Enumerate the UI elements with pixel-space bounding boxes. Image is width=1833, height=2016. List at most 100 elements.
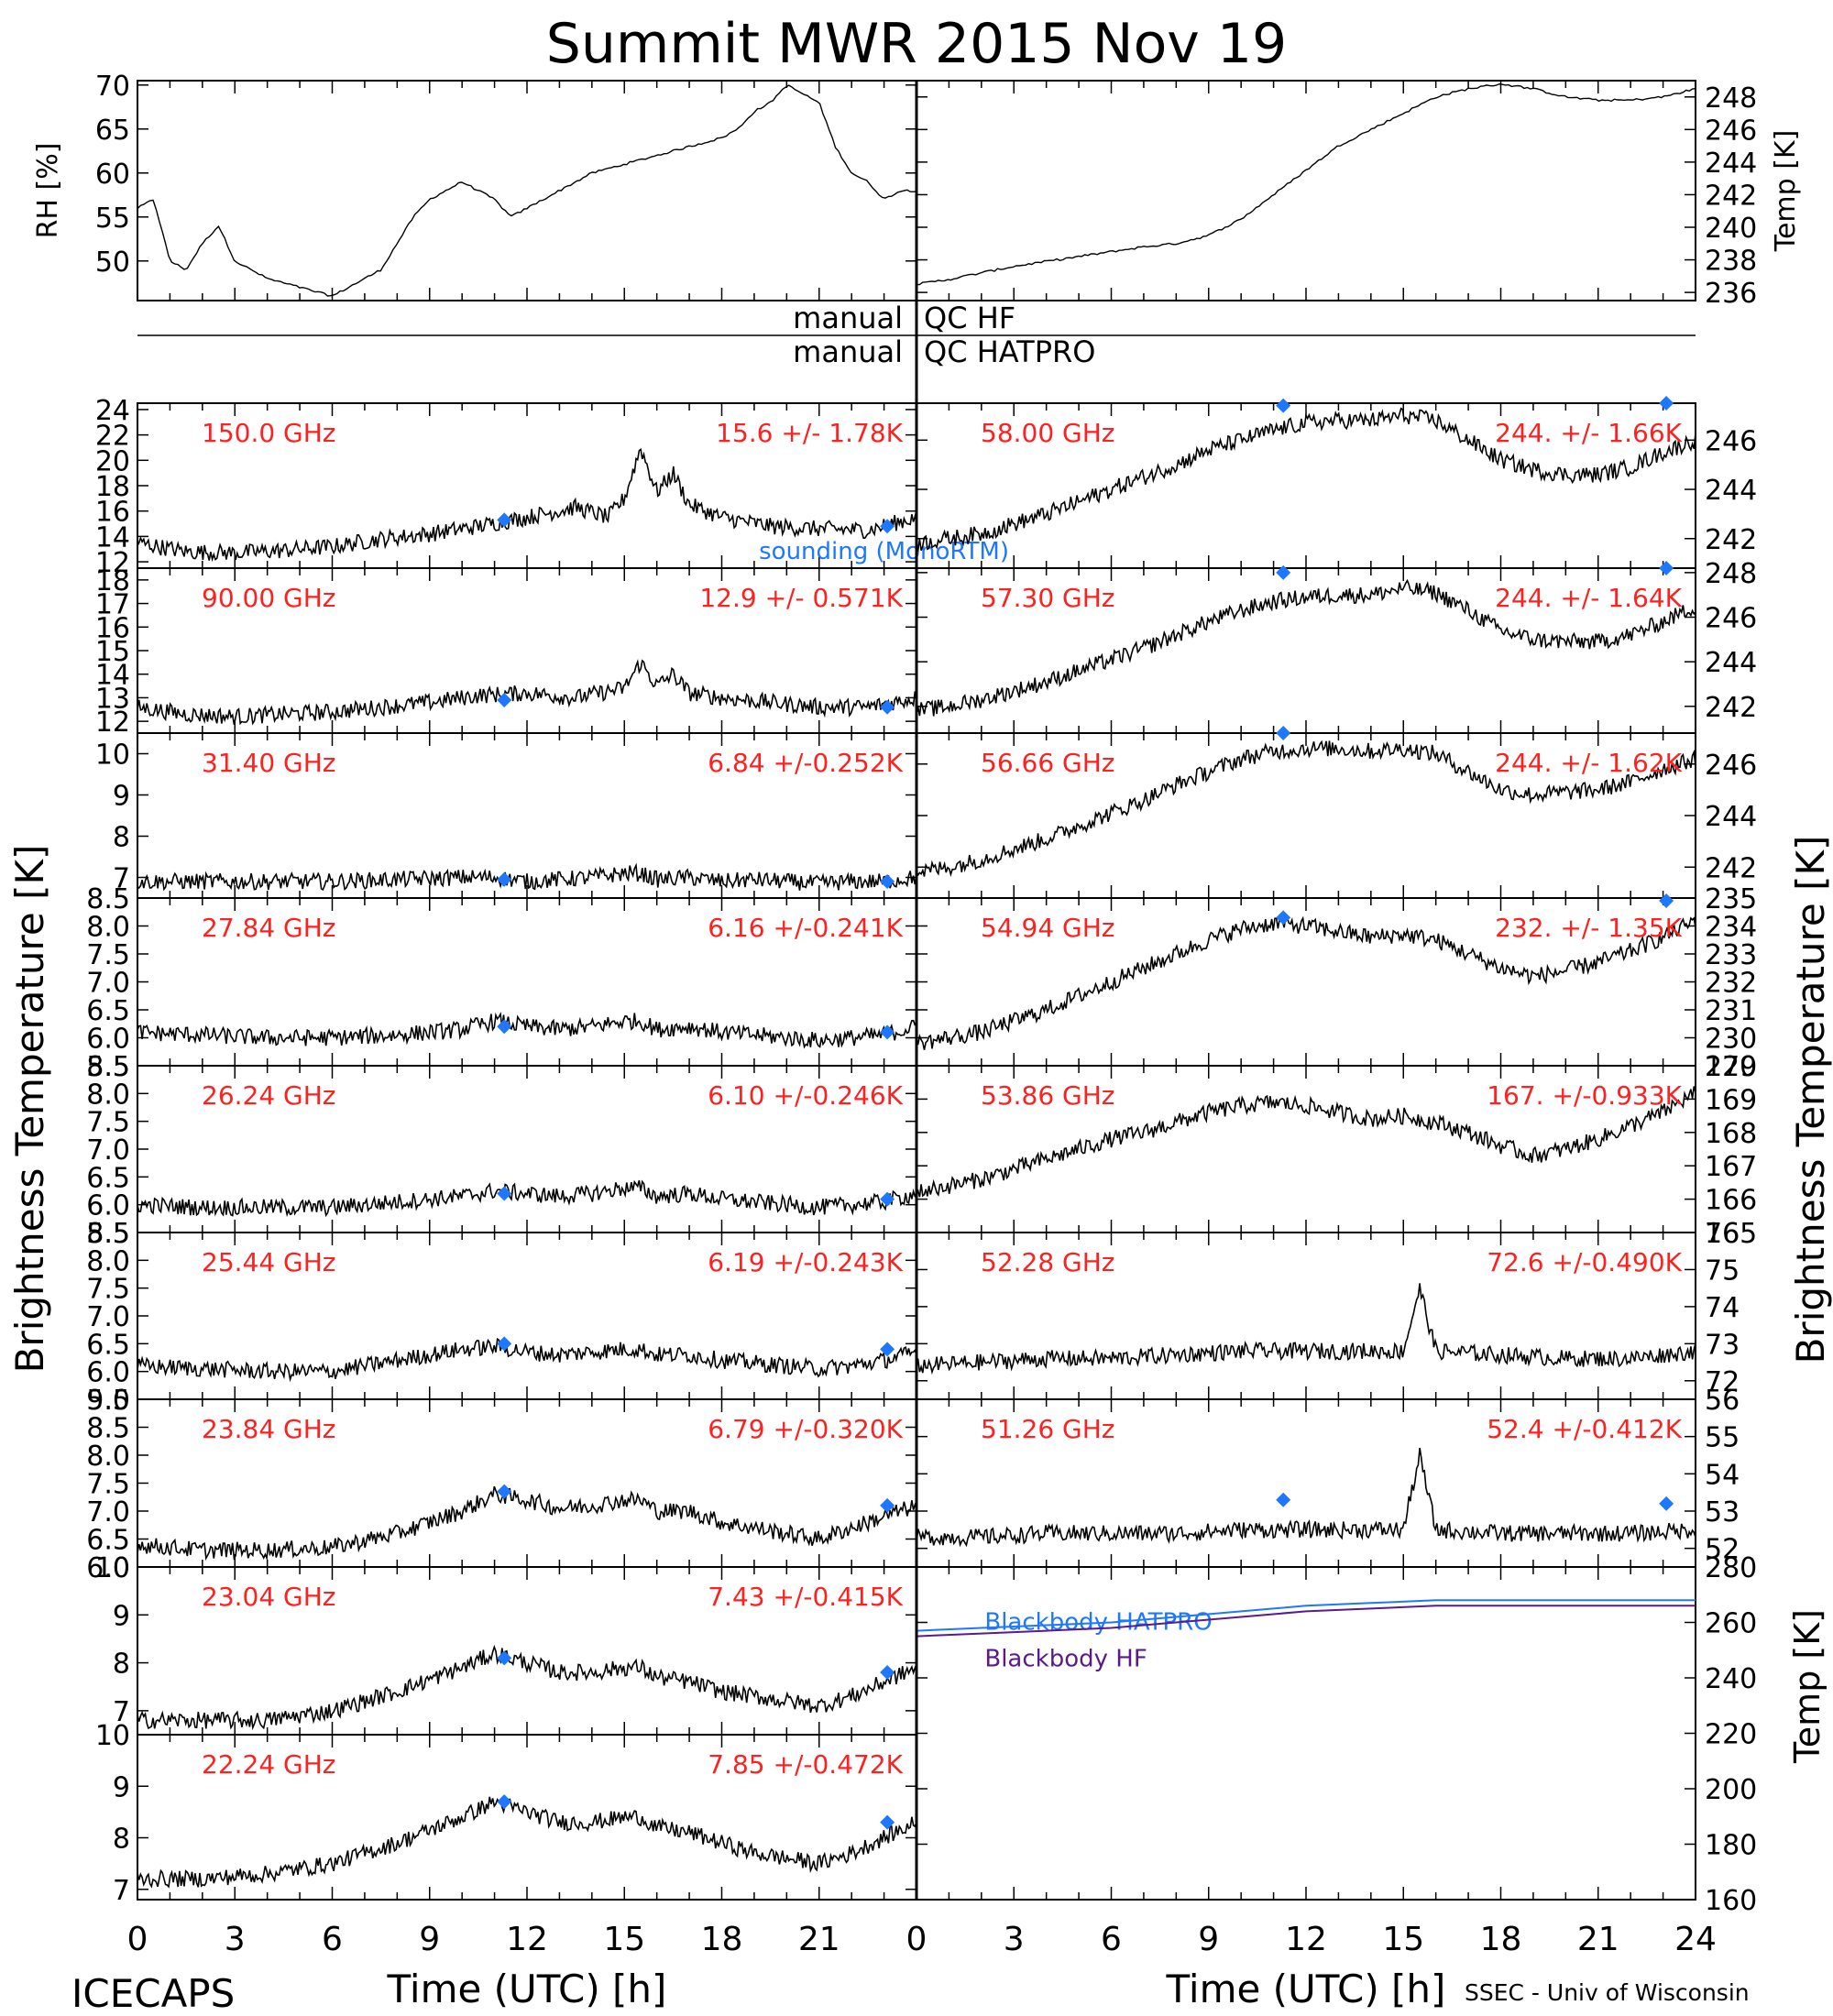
- sounding-marker: [880, 1191, 895, 1207]
- y-tick-label: 244: [1705, 647, 1757, 679]
- y-tick-label: 242: [1705, 524, 1757, 556]
- x-tick-label-right: 12: [1285, 1921, 1327, 1958]
- sounding-marker: [880, 1024, 895, 1040]
- y-tick-label: 166: [1705, 1185, 1757, 1217]
- panel-frame: [916, 80, 1696, 301]
- y-tick-label: 246: [1705, 115, 1757, 147]
- frequency-label: 22.24 GHz: [202, 1749, 336, 1780]
- y-tick-label: 6.0: [86, 1024, 130, 1056]
- sounding-marker: [497, 1019, 512, 1035]
- frequency-label: 31.40 GHz: [202, 748, 336, 778]
- y-tick-label: 246: [1705, 603, 1757, 635]
- y-tick-label: 5.5: [86, 1218, 130, 1250]
- y-tick-label: 167: [1705, 1151, 1757, 1183]
- y-tick-label: 8.0: [86, 912, 130, 944]
- x-axis-label-left: Time (UTC) [h]: [387, 1967, 667, 2011]
- y-tick-label: 234: [1705, 912, 1757, 944]
- y-tick-label: 242: [1705, 692, 1757, 724]
- y-tick-label: 16: [95, 612, 130, 644]
- sounding-marker: [1276, 910, 1291, 926]
- data-trace: [137, 1179, 917, 1218]
- sounding-marker: [497, 512, 512, 528]
- sounding-marker: [1659, 561, 1674, 575]
- y-tick-label: 8.0: [86, 1079, 130, 1111]
- data-trace: [916, 1447, 1696, 1548]
- panel-left-4: 5.56.06.57.07.58.08.526.24 GHz 6.10 +/-0.…: [86, 1051, 917, 1250]
- y-tick-label: 229: [1705, 1051, 1757, 1083]
- y-tick-label: 7.0: [86, 1134, 130, 1167]
- data-trace: [137, 1796, 917, 1889]
- sounding-marker: [1659, 1496, 1674, 1511]
- y-tick-label: 242: [1705, 180, 1757, 212]
- data-trace: [137, 1337, 917, 1383]
- y-tick-label: 6.5: [86, 1329, 130, 1361]
- panel-left-5: 5.56.06.57.07.58.08.525.44 GHz 6.19 +/-0.…: [86, 1218, 917, 1417]
- footer-left: ICECAPS: [71, 1971, 235, 2016]
- y-tick-label: 52: [1705, 1534, 1740, 1566]
- y-tick-label: 233: [1705, 939, 1757, 971]
- frequency-label: 53.86 GHz: [981, 1080, 1115, 1111]
- y-tick-label: 8.0: [86, 1441, 130, 1473]
- x-tick-label-right: 0: [906, 1921, 927, 1958]
- y-tick-label: 9: [113, 1600, 130, 1632]
- y-tick-label: 236: [1705, 278, 1757, 310]
- y-tick-label: 165: [1705, 1218, 1757, 1250]
- y-tick-label: 280: [1705, 1552, 1757, 1584]
- y-tick-label: 260: [1705, 1608, 1757, 1640]
- sounding-marker: [497, 1650, 512, 1666]
- y-tick-label: 240: [1705, 1663, 1757, 1695]
- y-tick-label: 232: [1705, 968, 1757, 1000]
- sounding-marker: [497, 693, 512, 707]
- y-tick-label: 231: [1705, 995, 1757, 1027]
- data-trace: [916, 578, 1696, 717]
- data-trace: [137, 862, 917, 892]
- frequency-label: 54.94 GHz: [981, 913, 1115, 943]
- y-tick-label: 235: [1705, 883, 1757, 915]
- data-trace: [916, 82, 1696, 286]
- chart-title: Summit MWR 2015 Nov 19: [546, 12, 1287, 76]
- data-trace: [916, 407, 1696, 553]
- y-tick-label: 8: [113, 1649, 130, 1681]
- panel-left-6: 6.06.57.07.58.08.59.0 23.84 GHz 6.79 +/-0.…: [86, 1385, 917, 1584]
- y-tick-label: 8.5: [86, 1051, 130, 1083]
- y-tick-label: 6.0: [86, 1552, 130, 1584]
- qc-row2-right: QC HATPRO: [924, 334, 1095, 369]
- sounding-marker: [880, 1814, 895, 1830]
- statistics-label: 244. +/- 1.64K: [1495, 583, 1682, 613]
- frequency-label: 90.00 GHz: [202, 583, 336, 613]
- y-tick-label: 76: [1705, 1218, 1740, 1250]
- y-tick-label: 17: [95, 589, 130, 621]
- statistics-label: 244. +/- 1.66K: [1495, 418, 1682, 448]
- statistics-label: 244. +/- 1.62K: [1495, 748, 1682, 778]
- statistics-label: 6.10 +/-0.246K: [708, 1080, 903, 1111]
- y-tick-label: 7: [113, 863, 130, 895]
- y-tick-label: 5.5: [86, 1385, 130, 1417]
- y-tick-label: 5.5: [86, 1051, 130, 1083]
- series-line-blackbody-hf: [916, 1605, 1696, 1638]
- panel-frame: [137, 80, 917, 301]
- data-trace: [916, 914, 1696, 1050]
- panel-left-rh: 50 55 60 65 70: [95, 71, 917, 301]
- y-tick-label: 6.0: [86, 1190, 130, 1222]
- panel-left-2: 7 8 9 10 31.40 GHz 6.84 +/-0.252K: [95, 732, 917, 899]
- x-tick-label-left: 6: [322, 1921, 343, 1958]
- statistics-label: 167. +/-0.933K: [1487, 1080, 1682, 1111]
- y-tick-label: 244: [1705, 148, 1757, 180]
- y-tick-label: 200: [1705, 1774, 1757, 1806]
- y-tick-label: 7: [113, 1875, 130, 1907]
- y-tick-label: 8.5: [86, 883, 130, 915]
- statistics-label: 6.79 +/-0.320K: [708, 1414, 903, 1444]
- rh-y-axis-label: RH [%]: [32, 143, 64, 239]
- y-tick-label: 246: [1705, 425, 1757, 457]
- y-tick-label: 10: [95, 1720, 130, 1752]
- y-tick-label: 15: [95, 636, 130, 668]
- y-tick-label: 65: [95, 115, 130, 147]
- y-tick-label: 7.0: [86, 1496, 130, 1528]
- right-y-axis-label: Brightness Temperature [K]: [1788, 836, 1833, 1364]
- y-tick-label: 9: [113, 1771, 130, 1803]
- panel-right-6: 52 53 54 55 56 51.26 GHz 52.4 +/-0.412K: [916, 1385, 1740, 1568]
- y-tick-label: 170: [1705, 1051, 1757, 1083]
- y-tick-label: 7: [113, 1696, 130, 1728]
